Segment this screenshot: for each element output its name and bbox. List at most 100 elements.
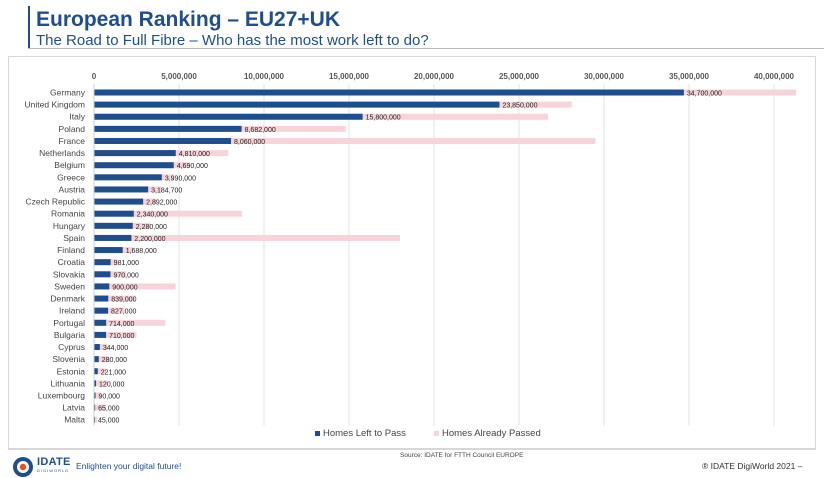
category-label: Hungary (53, 221, 86, 231)
category-label: Croatia (58, 257, 86, 267)
footer-divider (8, 449, 816, 450)
page-title: European Ranking – EU27+UK (36, 8, 340, 31)
legend-label-already-passed: Homes Already Passed (442, 428, 541, 439)
bar-already-passed (94, 307, 125, 314)
category-label: Latvia (62, 403, 85, 413)
data-label: 65,000 (98, 406, 120, 413)
bar-left-to-pass (94, 113, 363, 120)
category-label: Greece (57, 172, 85, 182)
x-tick-label: 10,000,000 (244, 72, 285, 81)
category-label: Austria (59, 184, 86, 194)
data-label: 2,892,000 (146, 200, 177, 207)
category-label: Estonia (57, 366, 86, 376)
category-label: Romania (51, 209, 85, 219)
bar-left-to-pass (94, 271, 111, 278)
data-label: 1,688,000 (126, 248, 157, 255)
category-label: France (59, 136, 86, 146)
bar-left-to-pass (94, 222, 133, 229)
header: European Ranking – EU27+UK The Road to F… (0, 0, 824, 52)
data-label: 900,000 (112, 284, 137, 291)
bar-left-to-pass (94, 331, 107, 338)
bar-left-to-pass (94, 319, 107, 326)
bar-left-to-pass (94, 295, 109, 302)
bar-left-to-pass (94, 404, 96, 411)
bar-left-to-pass (94, 356, 99, 363)
category-label: Portugal (53, 318, 85, 328)
bar-already-passed (94, 380, 108, 387)
bar-left-to-pass (94, 247, 123, 254)
x-tick-label: 15,000,000 (329, 72, 370, 81)
data-label: 827,000 (111, 309, 136, 316)
bar-left-to-pass (94, 234, 132, 241)
bar-left-to-pass (94, 101, 500, 108)
x-tick-label: 5,000,000 (161, 72, 197, 81)
bar-already-passed (94, 295, 135, 302)
category-label: Slovenia (52, 354, 85, 364)
bar-already-passed (94, 392, 101, 399)
bar-left-to-pass (94, 198, 144, 205)
x-tick-label: 30,000,000 (584, 72, 625, 81)
bar-already-passed (94, 319, 166, 326)
bar-already-passed (94, 331, 137, 338)
bar-left-to-pass (94, 150, 176, 157)
category-label: Poland (59, 124, 86, 134)
category-label: Luxembourg (38, 391, 86, 401)
bar-left-to-pass (94, 137, 232, 144)
bar-left-to-pass (94, 344, 100, 351)
category-label: Germany (50, 88, 86, 98)
bar-already-passed (94, 137, 596, 144)
bar-left-to-pass (94, 174, 162, 181)
category-label: Malta (64, 415, 85, 425)
legend-swatch-left-to-pass (315, 431, 320, 436)
data-label: 23,850,000 (502, 103, 537, 110)
category-label: Ireland (59, 306, 85, 316)
data-label: 2,200,000 (134, 236, 165, 243)
data-label: 344,000 (103, 345, 128, 352)
category-label: Spain (63, 233, 85, 243)
brand-subname: DIGIWORLD (37, 468, 70, 473)
category-label: Belgium (54, 160, 85, 170)
category-label: Cyprus (58, 342, 85, 352)
category-label: Netherlands (39, 148, 85, 158)
copyright: ® IDATE DigiWorld 2021 – (702, 461, 803, 471)
data-label: 970,000 (113, 272, 138, 279)
category-label: Italy (69, 112, 85, 122)
data-label: 3,184,700 (151, 187, 182, 194)
x-tick-label: 40,000,000 (754, 72, 795, 81)
bar-already-passed (94, 416, 98, 423)
bar-already-passed (94, 283, 176, 290)
title-accent-bar (28, 6, 30, 48)
bar-left-to-pass (94, 368, 98, 375)
header-divider (28, 48, 824, 49)
bar-already-passed (94, 344, 108, 351)
data-label: 221,000 (101, 369, 126, 376)
idate-logo-icon (13, 457, 33, 477)
data-label: 8,682,000 (245, 127, 276, 134)
legend-label-left-to-pass: Homes Left to Pass (323, 428, 406, 439)
data-label: 15,800,000 (366, 115, 401, 122)
bar-already-passed (94, 356, 110, 363)
bar-left-to-pass (94, 259, 111, 266)
page-subtitle: The Road to Full Fibre – Who has the mos… (36, 32, 429, 49)
data-label: 2,280,000 (136, 224, 167, 231)
data-label: 710,000 (109, 333, 134, 340)
bar-already-passed (94, 368, 106, 375)
data-label: 714,000 (109, 321, 134, 328)
bar-left-to-pass (94, 283, 110, 290)
data-label: 4,810,000 (179, 151, 210, 158)
chart-frame (8, 56, 816, 449)
tagline: Enlighten your digital future! (76, 461, 182, 471)
x-tick-label: 0 (92, 72, 97, 81)
category-label: Lithuania (50, 378, 85, 388)
bar-left-to-pass (94, 125, 242, 132)
x-tick-label: 35,000,000 (669, 72, 710, 81)
category-label: Denmark (51, 294, 86, 304)
bar-left-to-pass (94, 307, 109, 314)
bar-already-passed (94, 404, 106, 411)
bar-left-to-pass (94, 210, 134, 217)
x-tick-label: 20,000,000 (414, 72, 455, 81)
data-label: 120,000 (99, 381, 124, 388)
category-label: Slovakia (53, 269, 85, 279)
data-label: 90,000 (99, 394, 121, 401)
legend-swatch-already-passed (434, 431, 439, 436)
